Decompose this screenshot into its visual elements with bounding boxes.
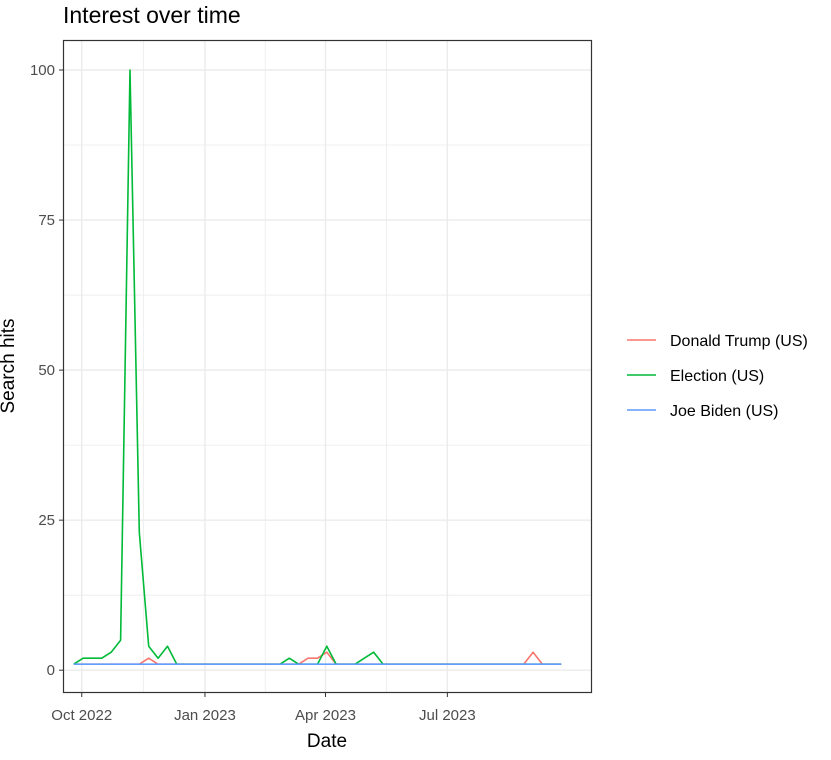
x-tick-label: Apr 2023 bbox=[295, 707, 356, 724]
panel-border bbox=[62, 39, 593, 694]
x-tick-label: Oct 2022 bbox=[51, 707, 112, 724]
y-tick-label: 100 bbox=[30, 62, 55, 79]
x-tick-label: Jul 2023 bbox=[419, 707, 476, 724]
plot-panel bbox=[63, 40, 592, 693]
legend: Donald Trump (US) Election (US) Joe Biden … bbox=[627, 333, 808, 420]
series-line bbox=[73, 651, 562, 665]
axes: 0 25 50 75 100 Oct 2022 Jan 2023 Apr 2023 Jul 20… bbox=[30, 62, 476, 724]
x-axis-title: Date bbox=[307, 731, 347, 752]
legend-label: Election (US) bbox=[670, 368, 764, 385]
y-tick-label: 0 bbox=[47, 662, 55, 679]
legend-label: Donald Trump (US) bbox=[670, 333, 808, 350]
series-lines bbox=[73, 69, 562, 665]
x-tick-label: Jan 2023 bbox=[174, 707, 236, 724]
legend-label: Joe Biden (US) bbox=[670, 403, 779, 420]
y-axis-title: Search hits bbox=[0, 318, 19, 413]
gridlines bbox=[63, 40, 592, 693]
y-tick-label: 50 bbox=[38, 362, 55, 379]
chart-title: Interest over time bbox=[63, 2, 241, 28]
y-tick-label: 25 bbox=[38, 512, 55, 529]
y-tick-label: 75 bbox=[38, 212, 55, 229]
